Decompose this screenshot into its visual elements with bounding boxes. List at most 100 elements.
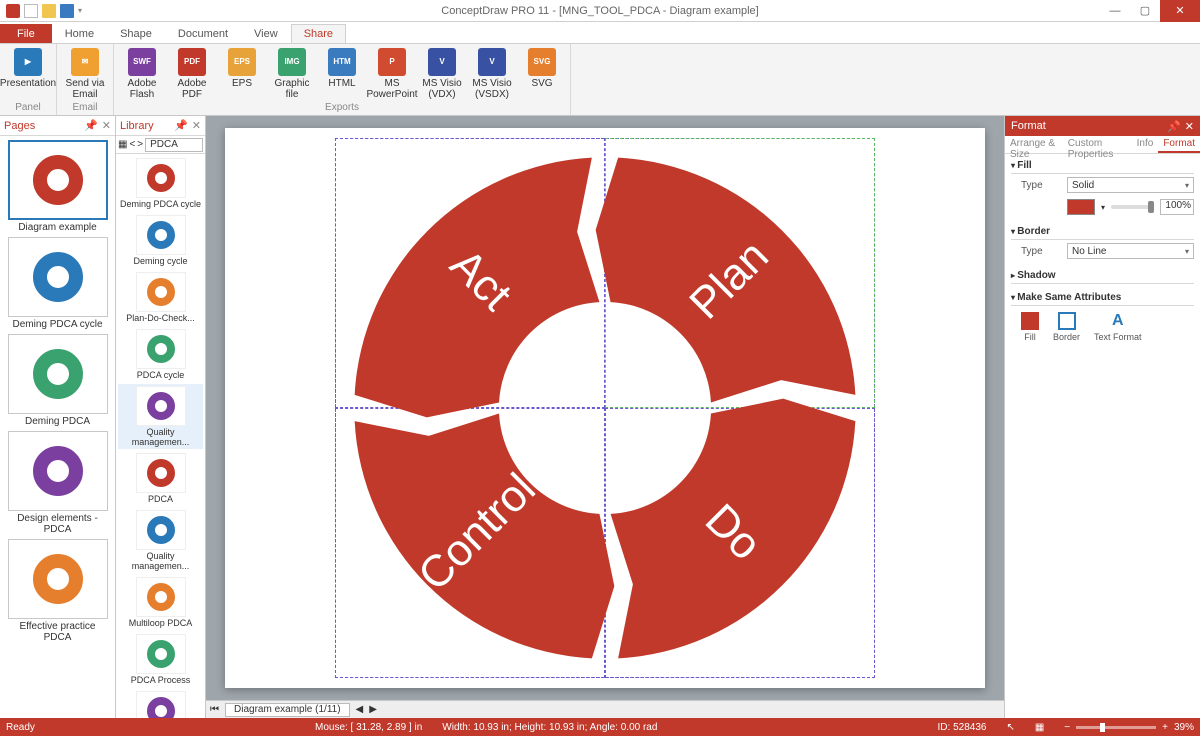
ribbon-item[interactable]: VMS Visio (VDX) [420, 48, 464, 100]
title-bar: ▾ ConceptDraw PRO 11 - [MNG_TOOL_PDCA - … [0, 0, 1200, 22]
page-thumbnail[interactable]: Diagram example [4, 140, 111, 233]
ribbon-item[interactable]: SVGSVG [520, 48, 564, 89]
ribbon-tab-view[interactable]: View [241, 24, 291, 43]
ribbon-item-icon: ✉ [71, 48, 99, 76]
format-body: Fill Type Solid ▾ 100% Border Type No Li [1005, 154, 1200, 718]
ribbon-tab-file[interactable]: File [0, 24, 52, 43]
tab-nav-next-icon[interactable]: ▶ [369, 704, 377, 715]
fill-color-swatch[interactable] [1067, 199, 1095, 215]
shadow-section-header[interactable]: Shadow [1011, 268, 1194, 284]
pin-icon[interactable]: 📌 [1167, 120, 1181, 133]
maximize-button[interactable]: ▢ [1130, 0, 1160, 22]
save-icon[interactable] [60, 4, 74, 18]
canvas-viewport[interactable]: PlanDoControlAct [206, 116, 1004, 700]
page-thumbnail[interactable]: Effective practice PDCA [4, 539, 111, 643]
library-list: Deming PDCA cycleDeming cyclePlan-Do-Che… [116, 154, 205, 718]
status-id: ID: 528436 [938, 722, 987, 733]
msa-item[interactable]: Fill [1021, 312, 1039, 342]
zoom-slider[interactable] [1076, 726, 1156, 729]
ribbon-tab-shape[interactable]: Shape [107, 24, 165, 43]
library-panel: Library 📌 ✕ ▦ < > PDCA Deming PDCA cycle… [116, 116, 206, 718]
ribbon-group-label: Email [63, 102, 107, 113]
ribbon-item[interactable]: PDFAdobe PDF [170, 48, 214, 100]
page-thumb-image [8, 334, 108, 414]
library-item[interactable]: Quality managemen... [118, 508, 203, 573]
zoom-in-icon[interactable]: + [1162, 722, 1168, 733]
drawing-canvas[interactable]: PlanDoControlAct [225, 128, 985, 688]
page-thumbnail[interactable]: Deming PDCA cycle [4, 237, 111, 330]
library-selector[interactable]: PDCA [145, 138, 203, 152]
msa-section-header[interactable]: Make Same Attributes [1011, 290, 1194, 306]
close-panel-icon[interactable]: ✕ [102, 119, 111, 132]
format-tab[interactable]: Custom Properties [1063, 136, 1132, 153]
msa-icon [1021, 312, 1039, 330]
ribbon-item-icon: SWF [128, 48, 156, 76]
qat-dropdown-icon[interactable]: ▾ [78, 6, 82, 15]
format-tab[interactable]: Info [1132, 136, 1159, 153]
status-dimensions: Width: 10.93 in; Height: 10.93 in; Angle… [442, 722, 657, 733]
page-thumbnail[interactable]: Design elements - PDCA [4, 431, 111, 535]
ribbon-tab-share[interactable]: Share [291, 24, 346, 43]
fill-section-header[interactable]: Fill [1011, 158, 1194, 174]
library-item-image [136, 272, 186, 312]
pages-panel-title: Pages [4, 120, 35, 132]
format-panel-header: Format 📌 ✕ [1005, 116, 1200, 136]
library-item[interactable]: Plan-Do-Check... [118, 270, 203, 325]
library-item-label: Quality managemen... [118, 551, 203, 571]
lib-prev-icon[interactable]: < [129, 139, 135, 150]
pages-panel: Pages 📌 ✕ Diagram exampleDeming PDCA cyc… [0, 116, 116, 718]
library-item[interactable]: Deming PDCA [118, 689, 203, 718]
fill-opacity-value[interactable]: 100% [1160, 199, 1194, 215]
ribbon-item[interactable]: SWFAdobe Flash [120, 48, 164, 100]
open-icon[interactable] [42, 4, 56, 18]
zoom-out-icon[interactable]: − [1064, 722, 1070, 733]
ribbon-item[interactable]: IMGGraphic file [270, 48, 314, 100]
status-view-icon[interactable]: ▦ [1035, 722, 1044, 733]
ribbon-item-icon: EPS [228, 48, 256, 76]
msa-item[interactable]: AText Format [1094, 312, 1142, 342]
fill-color-dropdown-icon[interactable]: ▾ [1101, 203, 1105, 212]
border-section-header[interactable]: Border [1011, 224, 1194, 240]
pin-icon[interactable]: 📌 [84, 119, 98, 132]
library-item[interactable]: Deming PDCA cycle [118, 156, 203, 211]
new-doc-icon[interactable] [24, 4, 38, 18]
library-item-image [136, 577, 186, 617]
close-panel-icon[interactable]: ✕ [192, 119, 201, 132]
tab-nav-first-icon[interactable]: ⏮ [210, 704, 219, 715]
ribbon-item-icon: IMG [278, 48, 306, 76]
ribbon-item[interactable]: VMS Visio (VSDX) [470, 48, 514, 100]
lib-add-icon[interactable]: ▦ [118, 139, 127, 150]
ribbon-item[interactable]: EPSEPS [220, 48, 264, 89]
library-item[interactable]: Multiloop PDCA [118, 575, 203, 630]
fill-type-select[interactable]: Solid [1067, 177, 1194, 193]
tab-nav-prev-icon[interactable]: ◀ [356, 704, 364, 715]
msa-icon [1058, 312, 1076, 330]
minimize-button[interactable]: — [1100, 0, 1130, 22]
page-thumbnail[interactable]: Deming PDCA [4, 334, 111, 427]
format-tab[interactable]: Arrange & Size [1005, 136, 1063, 153]
quick-access-toolbar: ▾ [0, 4, 82, 18]
library-item[interactable]: PDCA Process [118, 632, 203, 687]
ribbon-item[interactable]: HTMHTML [320, 48, 364, 89]
library-item[interactable]: Quality managemen... [118, 384, 203, 449]
ribbon-tab-document[interactable]: Document [165, 24, 241, 43]
ribbon-item[interactable]: ✉Send via Email [63, 48, 107, 100]
status-mouse: Mouse: [ 31.28, 2.89 ] in [315, 722, 422, 733]
ribbon-item[interactable]: ▶Presentation [6, 48, 50, 89]
pin-icon[interactable]: 📌 [174, 119, 188, 132]
msa-item[interactable]: Border [1053, 312, 1080, 342]
document-tab[interactable]: Diagram example (1/11) [225, 703, 350, 717]
close-button[interactable]: ✕ [1160, 0, 1200, 22]
format-tab[interactable]: Format [1158, 136, 1200, 153]
page-thumb-label: Effective practice PDCA [8, 621, 108, 643]
pdca-diagram[interactable]: PlanDoControlAct [335, 138, 875, 678]
ribbon-item[interactable]: PMS PowerPoint [370, 48, 414, 100]
library-item[interactable]: Deming cycle [118, 213, 203, 268]
library-item[interactable]: PDCA [118, 451, 203, 506]
border-type-select[interactable]: No Line [1067, 243, 1194, 259]
ribbon-tab-home[interactable]: Home [52, 24, 107, 43]
lib-next-icon[interactable]: > [137, 139, 143, 150]
close-panel-icon[interactable]: ✕ [1185, 120, 1194, 133]
fill-opacity-slider[interactable] [1111, 205, 1154, 209]
library-item[interactable]: PDCA cycle [118, 327, 203, 382]
